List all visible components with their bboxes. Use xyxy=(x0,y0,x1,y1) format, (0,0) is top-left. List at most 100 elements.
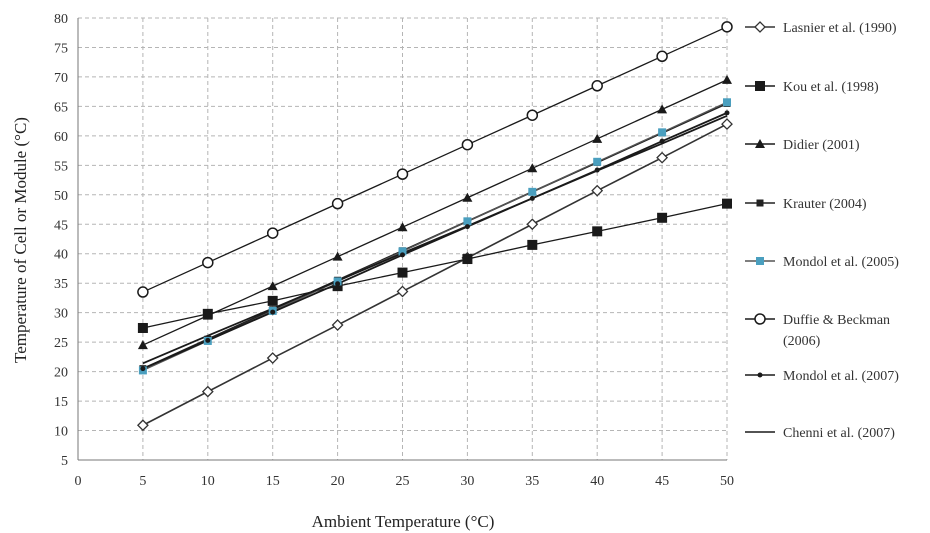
data-point xyxy=(464,224,470,230)
data-point xyxy=(201,385,214,398)
y-tick-label: 55 xyxy=(54,159,68,174)
y-tick-label: 30 xyxy=(54,307,68,322)
y-tick-label: 75 xyxy=(54,41,68,56)
data-point xyxy=(462,254,473,265)
data-point xyxy=(396,168,409,180)
data-point xyxy=(591,80,603,92)
data-point xyxy=(398,247,407,256)
data-point xyxy=(137,340,148,350)
data-point xyxy=(202,310,213,320)
data-point xyxy=(527,239,538,250)
data-point xyxy=(529,195,535,201)
x-tick-label: 50 xyxy=(720,474,734,489)
data-point xyxy=(659,138,665,144)
legend-marker xyxy=(757,372,763,378)
series-line xyxy=(142,115,728,365)
x-tick-labels: 0 5 10 15 20 25 30 35 40 45 50 xyxy=(75,474,735,489)
x-tick-label: 5 xyxy=(139,474,146,489)
data-point xyxy=(137,322,148,333)
legend-label: Mondol et al. (2007) xyxy=(783,369,899,384)
data-point xyxy=(592,226,603,237)
data-point xyxy=(722,198,732,209)
legend-marker xyxy=(754,313,766,325)
data-point xyxy=(657,212,668,223)
legend-label: Chenni et al. (2007) xyxy=(783,426,895,441)
legend-label: Lasnier et al. (1990) xyxy=(783,21,897,36)
data-point xyxy=(721,21,733,33)
series-line xyxy=(142,123,728,426)
grid xyxy=(78,17,728,460)
data-point xyxy=(593,157,602,166)
series-group xyxy=(136,21,733,432)
series-line xyxy=(142,26,728,293)
data-point xyxy=(331,319,344,331)
x-axis-title: Ambient Temperature (°C) xyxy=(312,512,495,531)
data-point xyxy=(526,109,539,121)
y-tick-label: 80 xyxy=(54,12,68,27)
x-tick-label: 45 xyxy=(655,474,669,489)
legend-marker xyxy=(756,257,764,265)
x-tick-label: 30 xyxy=(460,474,474,489)
data-point xyxy=(527,163,538,173)
x-tick-label: 35 xyxy=(525,474,539,489)
series-line xyxy=(142,112,728,370)
data-point xyxy=(331,197,344,210)
legend-label-continued: (2006) xyxy=(783,334,821,349)
data-point xyxy=(656,151,669,164)
data-point xyxy=(592,133,603,143)
y-tick-label: 5 xyxy=(61,454,68,469)
y-tick-label: 45 xyxy=(54,218,68,233)
data-point xyxy=(463,217,472,226)
axes xyxy=(77,18,727,461)
legend-marker xyxy=(756,199,764,207)
y-tick-label: 20 xyxy=(54,366,68,381)
y-tick-label: 40 xyxy=(54,248,68,263)
data-point xyxy=(266,227,279,239)
data-point xyxy=(526,218,539,231)
data-point xyxy=(140,366,146,372)
y-tick-label: 65 xyxy=(54,100,68,115)
y-tick-labels: 5 10 15 20 25 30 35 40 45 50 55 60 65 70 75 80 xyxy=(54,12,68,469)
series-line xyxy=(142,203,728,329)
legend-marker xyxy=(755,81,765,91)
data-point xyxy=(136,419,149,432)
data-point xyxy=(462,192,473,202)
y-tick-label: 70 xyxy=(54,71,68,86)
data-point xyxy=(266,352,279,364)
data-point xyxy=(724,110,730,116)
data-point xyxy=(658,128,667,137)
data-point xyxy=(397,267,408,278)
y-tick-label: 25 xyxy=(54,336,68,351)
legend-label: Mondol et al. (2005) xyxy=(783,255,899,270)
series-line xyxy=(142,79,728,346)
data-point xyxy=(656,50,668,63)
data-point xyxy=(722,74,732,84)
data-point xyxy=(721,118,733,130)
y-axis-title: Temperature of Cell or Module (°C) xyxy=(11,117,30,363)
data-point xyxy=(137,286,149,298)
x-tick-label: 40 xyxy=(590,474,604,489)
y-tick-label: 50 xyxy=(54,189,68,204)
legend: Lasnier et al. (1990) Kou et al. (1998) Di… xyxy=(745,21,899,441)
data-point xyxy=(335,281,341,287)
data-point xyxy=(594,167,600,173)
data-point xyxy=(723,98,731,107)
data-point xyxy=(267,295,278,306)
y-tick-label: 10 xyxy=(54,425,68,440)
legend-marker xyxy=(755,139,765,148)
data-point xyxy=(528,187,537,196)
x-tick-label: 15 xyxy=(266,474,280,489)
data-point xyxy=(400,252,405,258)
data-point xyxy=(267,281,278,291)
x-tick-label: 20 xyxy=(331,474,345,489)
legend-label: Krauter (2004) xyxy=(783,197,867,212)
x-tick-label: 25 xyxy=(396,474,410,489)
data-point xyxy=(202,256,214,269)
y-tick-label: 60 xyxy=(54,130,68,145)
data-point xyxy=(461,138,474,151)
y-tick-label: 15 xyxy=(54,395,68,410)
y-tick-label: 35 xyxy=(54,277,68,292)
legend-label: Duffie & Beckman xyxy=(783,313,890,328)
data-point xyxy=(332,251,343,261)
